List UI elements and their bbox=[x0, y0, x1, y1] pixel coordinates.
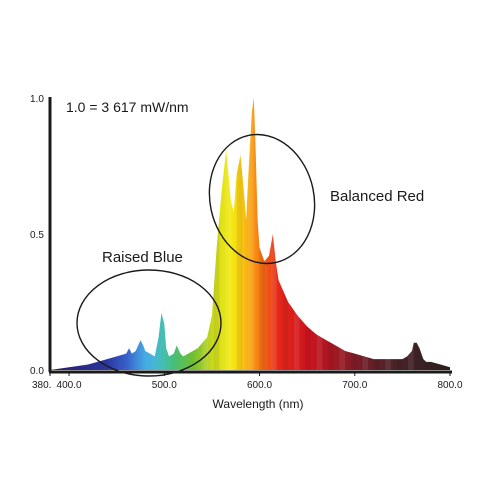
spectrum-area bbox=[50, 98, 450, 370]
spectrum-shade-band bbox=[259, 98, 266, 370]
x-tick-label: 600.0 bbox=[247, 380, 272, 391]
balanced-red-label: Balanced Red bbox=[330, 188, 424, 205]
spectrum-shade-band bbox=[270, 98, 277, 370]
spectrum-series-area bbox=[50, 98, 450, 370]
spectrum-shade-band bbox=[408, 98, 414, 370]
spectrum-shade-band bbox=[328, 98, 334, 370]
spectrum-shade-band bbox=[373, 98, 380, 370]
spectrum-shade-band bbox=[236, 98, 243, 370]
spectrum-shade-band bbox=[282, 98, 289, 370]
raised-blue-label: Raised Blue bbox=[102, 249, 183, 266]
spectrum-shade-band bbox=[316, 98, 323, 370]
x-tick-label: 500.0 bbox=[152, 380, 177, 391]
spectrum-shade-band bbox=[396, 98, 403, 370]
balanced-red-annotation: Balanced Red bbox=[208, 133, 424, 265]
raised-blue-ellipse bbox=[76, 269, 222, 377]
x-tick-label: 380. bbox=[32, 380, 51, 391]
raised-blue-annotation: Raised Blue bbox=[76, 249, 222, 377]
spectrum-shade-band bbox=[362, 98, 369, 370]
y-tick-label: 0.5 bbox=[30, 230, 44, 241]
scale-note: 1.0 = 3 617 mW/nm bbox=[66, 99, 189, 115]
spectrum-shade-band bbox=[213, 98, 220, 370]
spectrum-shade-band bbox=[225, 98, 231, 370]
spectrum-shade-band bbox=[350, 98, 357, 370]
spectrum-shade-band bbox=[202, 98, 209, 370]
x-tick-label: 800.0 bbox=[437, 380, 462, 391]
spectrum-shade-band bbox=[385, 98, 391, 370]
balanced-red-ellipse bbox=[208, 133, 316, 265]
y-tick-label: 0.0 bbox=[30, 366, 44, 377]
x-axis-label: Wavelength (nm) bbox=[213, 397, 304, 411]
y-tick-label: 1.0 bbox=[30, 94, 44, 105]
spectrum-shade-band bbox=[293, 98, 300, 370]
axes bbox=[48, 97, 452, 374]
x-tick-label: 700.0 bbox=[342, 380, 367, 391]
spectrum-shade-band bbox=[339, 98, 346, 370]
x-tick-label: 400.0 bbox=[57, 380, 82, 391]
spectrum-shade-band bbox=[248, 98, 254, 370]
